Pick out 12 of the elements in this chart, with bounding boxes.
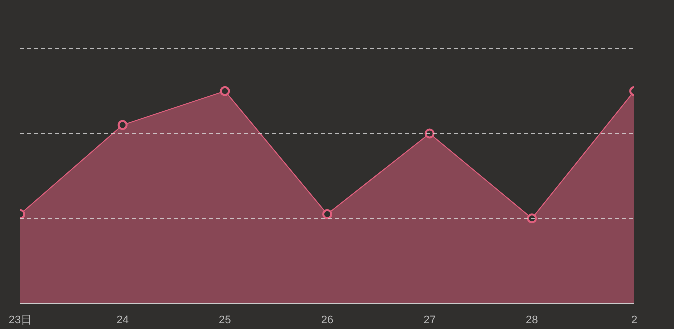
point (118, 120, 128, 130)
x-tick-label: 26 (321, 314, 334, 326)
x-tick-label: 27 (424, 314, 436, 326)
point (424, 128, 435, 139)
point (220, 86, 230, 96)
x-tick-label: 2 (631, 314, 638, 326)
point (527, 214, 538, 224)
x-tick-label: 28 (526, 314, 538, 326)
x-tick-label: 24 (116, 314, 129, 326)
point (322, 209, 332, 220)
x-tick-label: 25 (219, 314, 232, 326)
x-tick-label: 23日 (8, 314, 32, 326)
